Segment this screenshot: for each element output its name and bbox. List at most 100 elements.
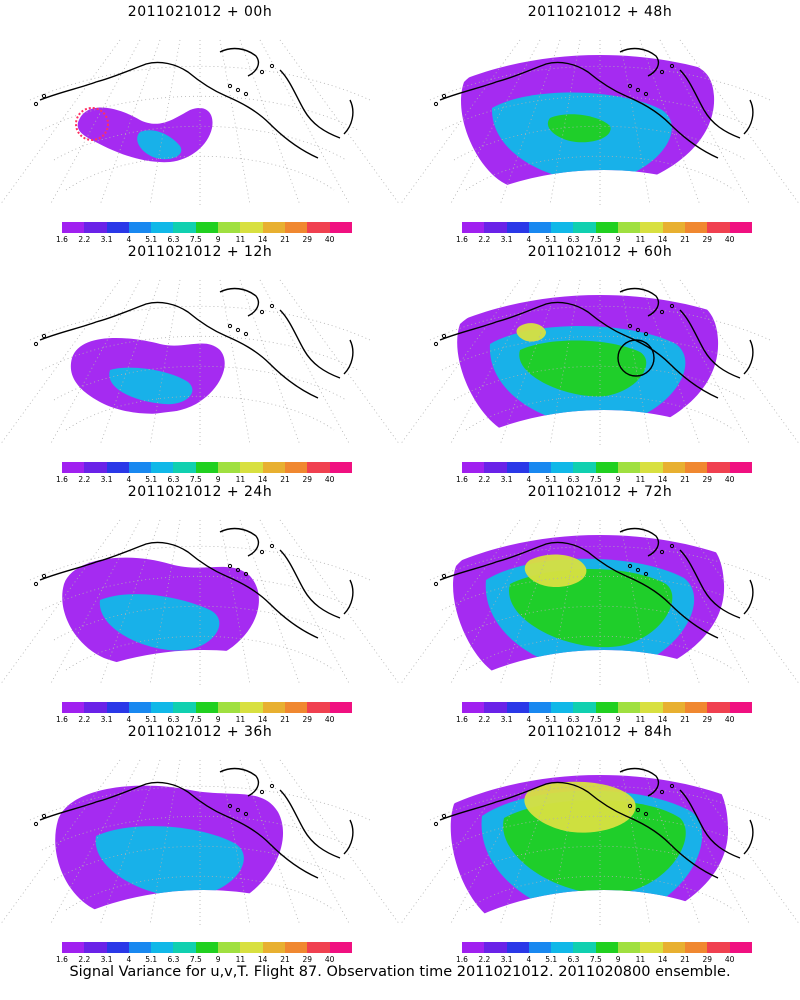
colorbar [462, 942, 752, 953]
colorbar-tick-label: 29 [702, 715, 713, 724]
colorbar-swatch [84, 462, 107, 473]
colorbar-labels: 1.6 2.2 3.1 4 5.1 6.3 7.5 9 11 14 21 29 40 [56, 475, 362, 485]
colorbar-tick-label: 21 [280, 475, 290, 484]
panel-title: 2011021012 + 12h [127, 244, 273, 260]
colorbar-swatch [128, 942, 152, 953]
colorbar-tick-label: 2.2 [478, 955, 491, 964]
colorbar-tick-label: 1.6 [456, 475, 468, 484]
colorbar-tick-label: 40 [324, 715, 335, 724]
colorbar-tick-label: 2.2 [478, 475, 491, 484]
colorbar-swatch [84, 702, 107, 713]
colorbar-labels: 1.6 2.2 3.1 4 5.1 6.3 7.5 9 11 14 21 29 40 [56, 235, 362, 245]
colorbar-tick-label: 14 [657, 955, 668, 964]
colorbar-tick-label: 29 [702, 475, 713, 484]
colorbar-tick-label: 9 [215, 235, 221, 244]
colorbar-tick-label: 4 [126, 235, 132, 244]
colorbar [62, 222, 352, 233]
colorbar-swatch [707, 222, 730, 233]
colorbar-tick-label: 4 [526, 475, 532, 484]
colorbar [462, 222, 752, 233]
colorbar-tick-label: 6.3 [167, 955, 180, 964]
colorbar-swatch [173, 222, 196, 233]
colorbar-tick-label: 11 [635, 475, 646, 484]
colorbar-swatch [462, 942, 485, 953]
colorbar-swatch [262, 702, 285, 713]
colorbar-swatch [595, 702, 619, 713]
colorbar-tick-label: 6.3 [167, 235, 180, 244]
colorbar-swatch [307, 702, 330, 713]
panel-title: 2011021012 + 00h [127, 4, 273, 20]
colorbar-swatch [262, 222, 285, 233]
colorbar-tick-label: 2.2 [78, 955, 91, 964]
colorbar-tick-label: 2.2 [478, 715, 491, 724]
colorbar-swatch [307, 942, 330, 953]
colorbar-tick-label: 3.1 [100, 475, 113, 484]
colorbar-tick-label: 14 [257, 235, 268, 244]
colorbar-swatch [62, 942, 85, 953]
colorbar-swatch [662, 942, 685, 953]
colorbar-swatch [684, 222, 708, 233]
colorbar-labels: 1.6 2.2 3.1 4 5.1 6.3 7.5 9 11 14 21 29 40 [56, 955, 362, 965]
colorbar-tick-label: 4 [126, 475, 132, 484]
colorbar-swatch [106, 222, 129, 233]
colorbar-tick-label: 21 [680, 235, 690, 244]
colorbar-tick-label: 40 [724, 715, 735, 724]
colorbar-tick-label: 4 [526, 235, 532, 244]
colorbar-swatch [151, 942, 174, 953]
forecast-panel: 2011021012 + 36h 1.6 2.2 3.1 4 5.1 6.3 7.5 9 11 14… [0, 720, 400, 964]
colorbar-swatch [307, 222, 330, 233]
forecast-panel: 2011021012 + 72h 1.6 2.2 3.1 4 5.1 6.3 7.5 9 11 14… [400, 480, 800, 724]
colorbar-swatch [151, 222, 174, 233]
panel-title: 2011021012 + 60h [527, 244, 673, 260]
colorbar [462, 462, 752, 473]
colorbar-tick-label: 4 [526, 955, 532, 964]
colorbar-swatch [240, 462, 263, 473]
colorbar-swatch [307, 462, 330, 473]
colorbar-tick-label: 11 [235, 955, 246, 964]
colorbar-tick-label: 21 [680, 955, 690, 964]
colorbar-swatch [195, 702, 219, 713]
colorbar-swatch [262, 942, 285, 953]
colorbar [62, 702, 352, 713]
colorbar-tick-label: 1.6 [56, 235, 68, 244]
colorbar-swatch [240, 942, 263, 953]
colorbar-tick-label: 1.6 [56, 955, 68, 964]
colorbar-tick-label: 7.5 [589, 715, 602, 724]
colorbar-swatch [618, 942, 641, 953]
colorbar-swatch [484, 942, 507, 953]
forecast-panel: 2011021012 + 84h 1.6 2.2 3.1 4 5.1 6.3 7.5 9 11 14… [400, 720, 800, 964]
colorbar-swatch [618, 702, 641, 713]
figure-caption: Signal Variance for u,v,T. Flight 87. Ob… [69, 964, 731, 980]
colorbar-swatch [551, 462, 574, 473]
coastline [439, 527, 754, 639]
colorbar-tick-label: 6.3 [167, 715, 180, 724]
colorbar-tick-label: 11 [635, 955, 646, 964]
colorbar-swatch [173, 942, 196, 953]
colorbar-tick-label: 9 [615, 955, 621, 964]
colorbar-tick-label: 40 [324, 475, 335, 484]
forecast-panel: 2011021012 + 24h 1.6 2.2 3.1 4 5.1 6.3 7.5 9 11 14… [0, 480, 400, 724]
colorbar-tick-label: 11 [235, 715, 246, 724]
colorbar-swatch [462, 702, 485, 713]
colorbar-swatch [528, 462, 552, 473]
colorbar-swatch [729, 702, 752, 713]
colorbar-tick-label: 2.2 [78, 475, 91, 484]
variance-region-medium [95, 826, 244, 897]
variance-region-high [509, 569, 673, 648]
variance-region-high [547, 114, 611, 143]
colorbar-tick-label: 3.1 [100, 955, 113, 964]
colorbar-labels: 1.6 2.2 3.1 4 5.1 6.3 7.5 9 11 14 21 29 40 [456, 715, 762, 725]
colorbar-tick-label: 29 [302, 235, 313, 244]
variance-region-peak [516, 323, 546, 342]
colorbar-tick-label: 21 [280, 955, 290, 964]
colorbar-tick-label: 3.1 [500, 235, 513, 244]
panel-title: 2011021012 + 84h [527, 724, 673, 740]
panel-title: 2011021012 + 72h [527, 484, 673, 500]
colorbar-tick-label: 5.1 [145, 715, 158, 724]
colorbar-tick-label: 11 [235, 235, 246, 244]
colorbar-swatch [573, 702, 596, 713]
colorbar-swatch [484, 222, 507, 233]
colorbar-swatch [240, 702, 263, 713]
colorbar-swatch [84, 942, 107, 953]
colorbar-swatch [329, 462, 352, 473]
